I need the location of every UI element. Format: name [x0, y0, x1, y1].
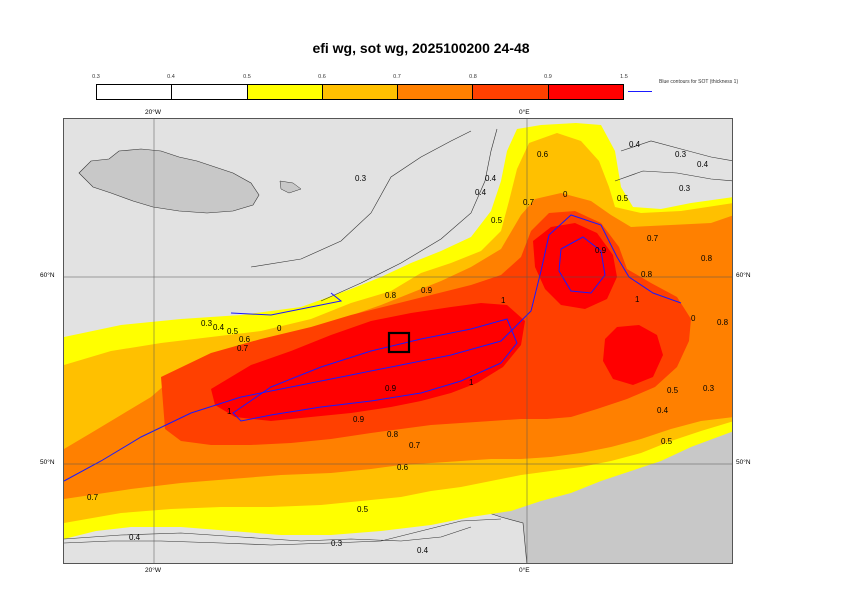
faroe-island [279, 180, 302, 194]
efi-contour-0.3-north [250, 130, 472, 268]
legend-swatch [473, 85, 549, 99]
sot-contour-1 [232, 318, 518, 422]
sot-contours [64, 214, 682, 482]
legend-swatch [398, 85, 474, 99]
contour-label: 0.5 [491, 216, 503, 225]
contour-label: 0.4 [657, 406, 669, 415]
contour-label: 0.7 [237, 344, 249, 353]
efi-band-0.9-norway [533, 223, 617, 309]
contour-label: 0.6 [537, 150, 549, 159]
lon-label-top: 20°W [145, 109, 161, 116]
contour-label: 0.5 [661, 437, 673, 446]
lat-label-right: 60°N [736, 272, 751, 279]
contour-label: 0.8 [385, 291, 397, 300]
contour-label: 0.8 [387, 430, 399, 439]
contour-label: 0.3 [355, 174, 367, 183]
legend-swatch [322, 85, 399, 99]
contour-label: 0.6 [397, 463, 409, 472]
lat-label-left: 60°N [40, 272, 55, 279]
contour-label: 0 [563, 190, 568, 199]
legend-swatch [247, 85, 323, 99]
efi-contour-0.4-ne [614, 170, 732, 182]
efi-contour-0.3-ne [620, 140, 732, 161]
contour-label: 0.4 [485, 174, 497, 183]
legend-color-bar [96, 84, 624, 100]
contour-label: 0.7 [87, 493, 99, 502]
contour-label: 1 [227, 407, 232, 416]
contour-label: 0.5 [667, 386, 679, 395]
contour-label: 0.3 [703, 384, 715, 393]
efi-contours [64, 128, 732, 546]
contour-label: 0.8 [641, 270, 653, 279]
legend-tick: 0.5 [243, 74, 251, 80]
efi-contour-0.4 [64, 526, 472, 542]
contour-label: 0.9 [595, 246, 607, 255]
efi-contour-0.3 [64, 518, 502, 546]
contour-label: 0.4 [629, 140, 641, 149]
map-title: efi wg, sot wg, 2025100200 24-48 [312, 40, 530, 56]
contour-label: 1 [469, 378, 474, 387]
legend-tick: 0.9 [544, 74, 552, 80]
contour-label: 0.4 [475, 188, 487, 197]
sot-contour-iceland-shelf [230, 292, 343, 316]
contour-label: 0.5 [227, 327, 239, 336]
legend-swatch [97, 85, 173, 99]
legend-tick: 0.6 [318, 74, 326, 80]
lon-label-top: 0°E [519, 109, 530, 116]
contour-label: 0.3 [675, 150, 687, 159]
efi-band-0.9 [211, 303, 525, 421]
contour-label: 0.4 [129, 533, 141, 542]
efi-map: 0.3 0.4 0.4 0.5 0.6 0.7 0.7 0.9 0.8 1 1 … [63, 118, 733, 564]
lon-label-bottom: 0°E [519, 567, 530, 574]
sot-contour-1-norway [558, 236, 606, 294]
contour-label: 0 [691, 314, 696, 323]
iceland-land [78, 148, 260, 214]
contour-label: 1 [635, 295, 640, 304]
contour-label: 0.3 [679, 184, 691, 193]
legend-tick: 0.3 [92, 74, 100, 80]
contour-labels: 0.3 0.4 0.4 0.5 0.6 0.7 0.7 0.9 0.8 1 1 … [87, 140, 729, 555]
lat-label-right: 50°N [736, 459, 751, 466]
contour-label: 0 [277, 324, 282, 333]
contour-label: 1 [501, 296, 506, 305]
contour-label: 0.7 [409, 441, 421, 450]
contour-label: 0.3 [331, 539, 343, 548]
sot-contour-note: Blue contours for SOT (thickness 1) [659, 79, 739, 85]
sot-contour-0 [64, 214, 682, 482]
lat-label-left: 50°N [40, 459, 55, 466]
contour-label: 0.7 [647, 234, 659, 243]
legend-tick: 0.4 [167, 74, 175, 80]
contour-label: 0.8 [717, 318, 729, 327]
lon-label-bottom: 20°W [145, 567, 161, 574]
contour-label: 0.9 [353, 415, 365, 424]
contour-label: 0.9 [385, 384, 397, 393]
contour-label: 0.4 [417, 546, 429, 555]
contour-label: 0.4 [697, 160, 709, 169]
sot-contour-legend-line [628, 91, 652, 92]
legend-swatch [172, 85, 248, 99]
legend-tick: 0.8 [469, 74, 477, 80]
contour-label: 0.9 [421, 286, 433, 295]
contour-label: 0.5 [617, 194, 629, 203]
legend-tick: 1.5 [620, 74, 628, 80]
contour-label: 0.5 [357, 505, 369, 514]
contour-label: 0.6 [239, 335, 251, 344]
efi-band-0.9-northsea [603, 325, 663, 385]
contour-label: 0.3 [201, 319, 213, 328]
contour-label: 0.8 [701, 254, 713, 263]
contour-label: 0.4 [213, 323, 225, 332]
efi-contour-0.4-north [320, 128, 498, 302]
map-canvas: 0.3 0.4 0.4 0.5 0.6 0.7 0.7 0.9 0.8 1 1 … [64, 119, 732, 563]
contour-label: 0.7 [523, 198, 535, 207]
legend-tick: 0.7 [393, 74, 401, 80]
legend-swatch [548, 85, 623, 99]
graticule [64, 119, 732, 563]
target-box [387, 331, 411, 354]
